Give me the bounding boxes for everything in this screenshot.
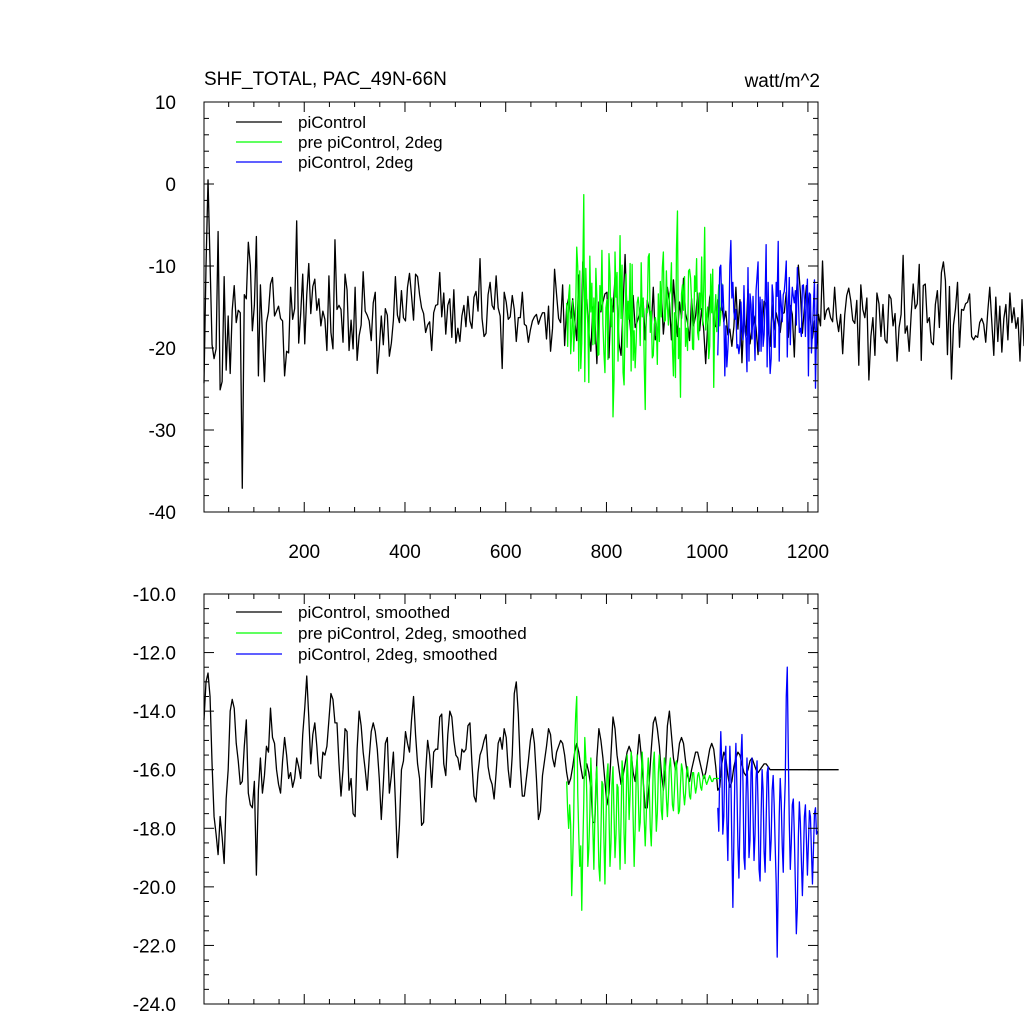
y-tick-label: -40 xyxy=(149,503,176,524)
bottom-ticks-group: -10.0 -12.0 -14.0 -16.0 -18.0 -20.0 -22.0 -24.0 xyxy=(133,585,818,1016)
top-plot-frame xyxy=(203,101,819,513)
legend-label: piControl, smoothed xyxy=(298,603,450,622)
legend-label: pre piControl, 2deg, smoothed xyxy=(298,624,527,643)
y-tick-label: -16.0 xyxy=(133,761,176,782)
bottom-plot-frame xyxy=(203,593,819,1005)
chart-title: SHF_TOTAL, PAC_49N-66N xyxy=(204,69,447,90)
x-tick-label: 200 xyxy=(288,542,320,563)
y-tick-label: -18.0 xyxy=(133,819,176,840)
x-tick-label: 600 xyxy=(490,542,522,563)
x-tick-label: 400 xyxy=(389,542,421,563)
y-tick-label: -12.0 xyxy=(133,644,176,665)
y-tick-label: -10 xyxy=(149,257,176,278)
y-tick-label: -14.0 xyxy=(133,702,176,723)
top-ticks-group: 200 400 600 800 1000 1200 10 0 -10 -20 -30 -40 xyxy=(149,93,830,563)
y-tick-label: 0 xyxy=(165,175,176,196)
x-tick-label: 800 xyxy=(591,542,623,563)
series-line-pre-picontrol-2deg-smoothed xyxy=(566,695,721,911)
y-tick-label: 10 xyxy=(155,93,176,114)
series-line-picontrol xyxy=(203,179,1024,489)
units-label: watt/m^2 xyxy=(744,71,820,92)
legend-label: piControl, 2deg, smoothed xyxy=(298,645,497,664)
x-tick-label: 1000 xyxy=(686,542,728,563)
series-line-pre-picontrol-2deg xyxy=(566,194,723,418)
legend-label: piControl xyxy=(298,113,366,132)
y-tick-label: -20.0 xyxy=(133,878,176,899)
legend-label: piControl, 2deg xyxy=(298,153,413,172)
x-tick-label: 1200 xyxy=(787,542,829,563)
panel-top: SHF_TOTAL, PAC_49N-66N watt/m^2 200 400 60… xyxy=(149,69,1024,563)
y-tick-label: -30 xyxy=(149,421,176,442)
series-line-picontrol-smoothed xyxy=(203,672,839,876)
y-tick-label: -22.0 xyxy=(133,936,176,957)
panel-bottom: -10.0 -12.0 -14.0 -16.0 -18.0 -20.0 -22.0 -24.0… xyxy=(133,585,839,1016)
top-series-group xyxy=(203,179,1024,489)
y-tick-label: -10.0 xyxy=(133,585,176,606)
y-tick-label: -20 xyxy=(149,339,176,360)
y-tick-label: -24.0 xyxy=(133,995,176,1016)
bottom-legend: piControl, smoothed pre piControl, 2deg, … xyxy=(236,603,527,664)
legend-label: pre piControl, 2deg xyxy=(298,133,443,152)
series-line-picontrol-2deg-smoothed xyxy=(717,666,819,958)
bottom-series-group xyxy=(203,666,839,958)
series-line-picontrol-2deg xyxy=(717,239,819,389)
